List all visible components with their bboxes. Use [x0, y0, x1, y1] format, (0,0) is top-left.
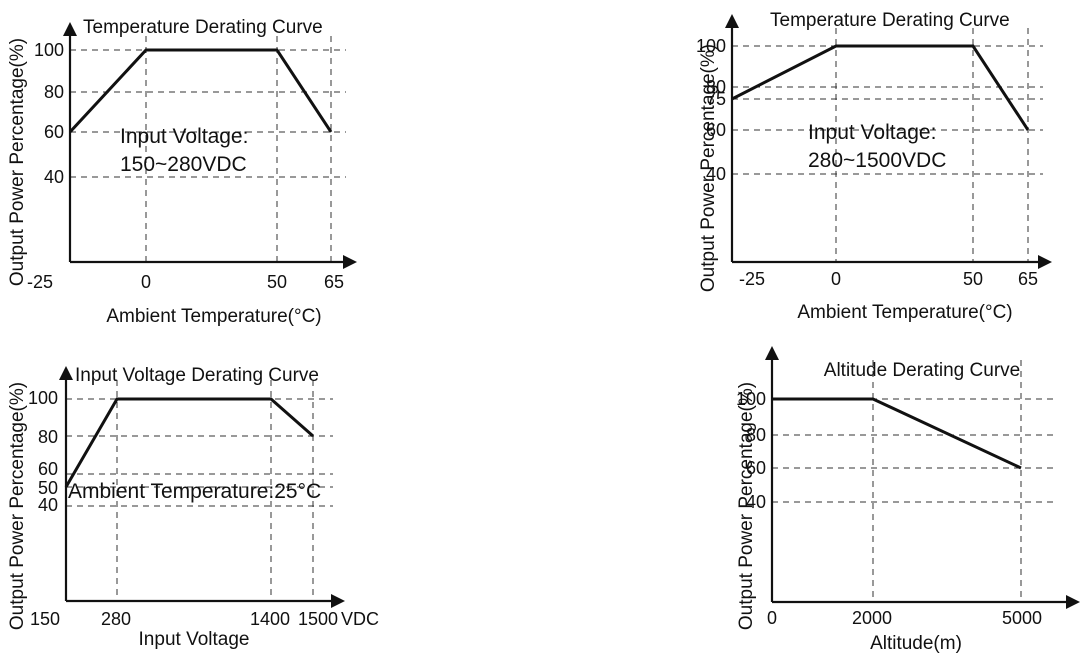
- x-tick-50: 50: [267, 272, 287, 292]
- chart-title: Temperature Derating Curve: [770, 10, 1010, 31]
- chart-title: Input Voltage Derating Curve: [75, 365, 319, 386]
- y-tick-80: 80: [44, 82, 64, 102]
- x-axis-arrow-icon: [1038, 255, 1052, 269]
- y-tick-75: 75: [706, 89, 726, 109]
- derating-curve-line: [68, 48, 333, 134]
- y-tick-100: 100: [34, 40, 64, 60]
- y-tick-60: 60: [44, 122, 64, 142]
- y-axis-arrow-icon: [725, 14, 739, 28]
- derating-curve-line: [772, 397, 1022, 470]
- derating-curve-line: [64, 397, 314, 488]
- y-tick-60: 60: [706, 120, 726, 140]
- x-tick-2000: 2000: [852, 608, 892, 628]
- x-tick-0: 0: [767, 608, 777, 628]
- chart-title: Temperature Derating Curve: [83, 17, 323, 38]
- y-tick-60: 60: [38, 459, 58, 479]
- y-tick-80: 80: [38, 427, 58, 447]
- y-axis-label: Output Power Percentage(%): [7, 38, 28, 286]
- y-tick-100: 100: [696, 36, 726, 56]
- x-axis-label: Ambient Temperature(°C): [106, 306, 321, 327]
- annotation-line-2: 280~1500VDC: [808, 149, 946, 172]
- annotation-line-2: 150~280VDC: [120, 153, 247, 176]
- x-tick-280: 280: [101, 609, 131, 629]
- y-tick-80: 80: [746, 425, 766, 445]
- y-axis-arrow-icon: [59, 366, 73, 380]
- x-axis-arrow-icon: [331, 594, 345, 608]
- y-tick-100: 100: [28, 388, 58, 408]
- x-tick--25: -25: [739, 269, 765, 289]
- y-axis-arrow-icon: [63, 22, 77, 36]
- x-axis-arrow-icon: [1066, 595, 1080, 609]
- x-tick-0: 0: [141, 272, 151, 292]
- y-tick-40: 40: [706, 164, 726, 184]
- x-tick-65: 65: [1018, 269, 1038, 289]
- x-tick-50: 50: [963, 269, 983, 289]
- x-axis-label: Altitude(m): [870, 633, 962, 654]
- y-axis-label: Output Power Percentage(%): [698, 44, 719, 292]
- annotation-line-1: Ambient Temperature:25°C: [68, 480, 321, 503]
- y-tick-40: 40: [746, 492, 766, 512]
- x-axis-label: Input Voltage: [139, 629, 250, 650]
- chart-panel-4: Altitude Derating Curve 40 60 80 100 0 2000 500…: [736, 346, 1080, 654]
- x-tick-1500: 1500: [298, 609, 338, 629]
- annotation-line-1: Input Voltage:: [120, 125, 248, 148]
- y-tick-50: 50: [38, 478, 58, 498]
- y-tick-40: 40: [44, 167, 64, 187]
- annotation-line-1: Input Voltage:: [808, 121, 936, 144]
- x-tick-150: 150: [30, 609, 60, 629]
- y-tick-100: 100: [736, 389, 766, 409]
- x-axis-label: Ambient Temperature(°C): [797, 302, 1012, 323]
- chart-panel-1: Temperature Derating Curve 40 60 80 100 -25 0 5…: [7, 17, 357, 327]
- x-tick-65: 65: [324, 272, 344, 292]
- x-unit-label: VDC: [341, 609, 379, 629]
- chart-title: Altitude Derating Curve: [824, 360, 1020, 381]
- x-tick-5000: 5000: [1002, 608, 1042, 628]
- x-axis-arrow-icon: [343, 255, 357, 269]
- x-tick-1400: 1400: [250, 609, 290, 629]
- derating-curve-line: [731, 44, 1030, 131]
- y-tick-40: 40: [38, 495, 58, 515]
- y-tick-80: 80: [706, 77, 726, 97]
- y-axis-label: Output Power Percentage(%): [736, 382, 757, 630]
- y-tick-60: 60: [746, 458, 766, 478]
- y-axis-arrow-icon: [765, 346, 779, 360]
- x-tick--25: -25: [27, 272, 53, 292]
- x-tick-0: 0: [831, 269, 841, 289]
- y-axis-label: Output Power Percentage(%): [7, 382, 28, 630]
